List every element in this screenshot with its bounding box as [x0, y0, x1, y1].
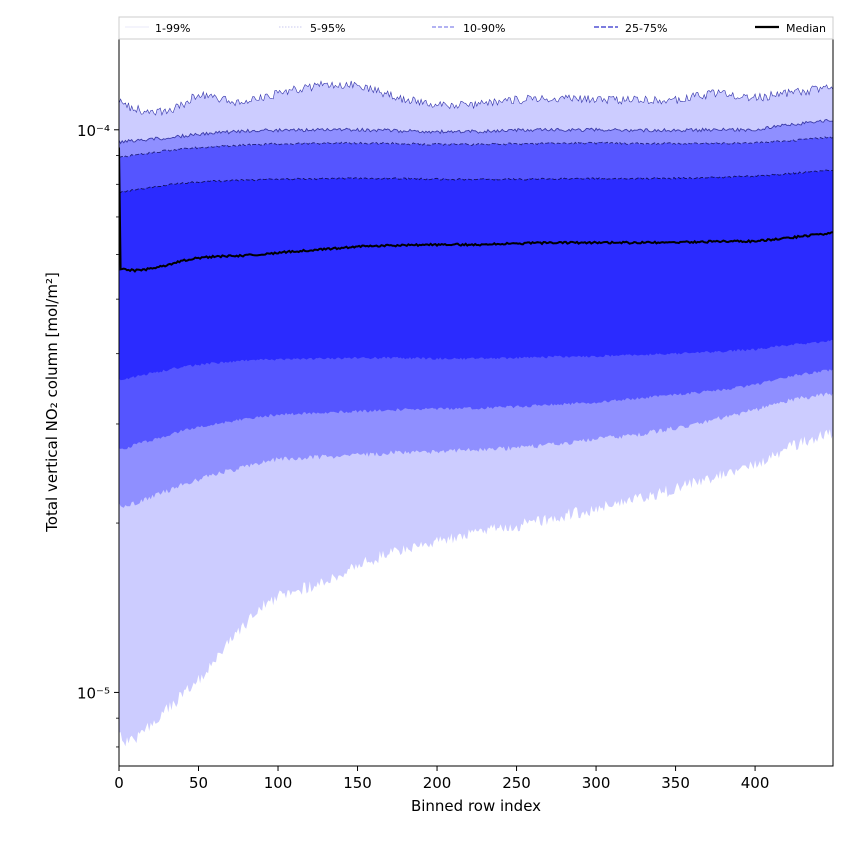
y-tick-label: 10⁻⁴ — [77, 122, 110, 140]
y-tick-label: 10⁻⁵ — [77, 684, 110, 702]
band-upper-edge-5-95 — [119, 119, 833, 145]
x-axis-label: Binned row index — [411, 797, 541, 815]
x-tick-label: 350 — [661, 774, 690, 792]
x-tick-label: 200 — [423, 774, 452, 792]
legend-label: 1-99% — [155, 22, 190, 35]
y-axis: 10⁻⁵ 10⁻⁴ — [77, 122, 119, 748]
x-tick-label: 300 — [582, 774, 611, 792]
percentile-edges — [119, 80, 833, 194]
x-tick-label: 400 — [741, 774, 770, 792]
band-upper-edge-25-75 — [119, 169, 833, 194]
legend-label: Median — [786, 22, 826, 35]
x-tick-label: 100 — [264, 774, 293, 792]
band-upper-edge-1-99 — [119, 80, 833, 117]
legend-label: 10-90% — [463, 22, 505, 35]
x-tick-label: 150 — [343, 774, 372, 792]
x-tick-label: 0 — [114, 774, 124, 792]
x-tick-label: 250 — [502, 774, 531, 792]
percentile-bands — [119, 81, 833, 747]
legend: 1-99% 5-95% 10-90% 25-75% Median — [118, 16, 834, 40]
legend-box — [118, 16, 834, 40]
legend-label: 5-95% — [310, 22, 345, 35]
x-axis: 0 50 100 150 200 250 300 350 400 — [114, 766, 769, 792]
median-line-group — [119, 147, 833, 273]
band-25-75 — [119, 170, 833, 381]
band-upper-edge-10-90 — [119, 136, 833, 158]
median-line — [119, 147, 833, 273]
legend-label: 25-75% — [625, 22, 667, 35]
y-axis-label: Total vertical NO₂ column [mol/m²] — [43, 272, 61, 533]
x-tick-label: 50 — [189, 774, 208, 792]
